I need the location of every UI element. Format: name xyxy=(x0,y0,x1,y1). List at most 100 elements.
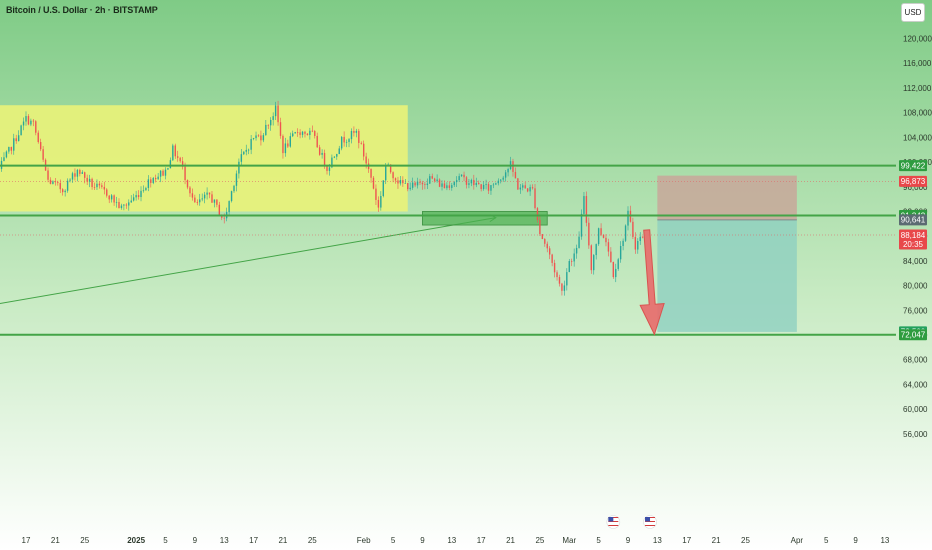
candle-down xyxy=(74,173,76,177)
candle-up xyxy=(245,149,247,152)
candle-down xyxy=(588,222,590,246)
time-tick-label: 5 xyxy=(391,536,396,545)
candle-up xyxy=(130,200,132,203)
candle-down xyxy=(571,261,573,262)
candle-down xyxy=(480,184,482,190)
time-tick-label: 17 xyxy=(22,536,31,545)
candle-up xyxy=(284,143,287,154)
candle-up xyxy=(199,199,201,203)
candle-up xyxy=(128,202,130,206)
price-badge-bg xyxy=(899,175,927,187)
time-tick-label: 21 xyxy=(712,536,721,545)
candle-up xyxy=(252,138,255,139)
price-tick-label: 76,000 xyxy=(903,306,928,315)
time-tick-label: 21 xyxy=(278,536,287,545)
candle-up xyxy=(382,180,384,197)
candle-up xyxy=(159,170,162,177)
candle-down xyxy=(223,217,225,219)
bearish-arrow[interactable] xyxy=(639,229,665,336)
price-label-layer: 99,42296,87391,34290,64188,18420:3572,50… xyxy=(899,160,927,341)
us-flag-icon[interactable] xyxy=(606,515,621,529)
candle-up xyxy=(157,176,159,180)
candle-up xyxy=(580,213,583,237)
time-tick-label: 5 xyxy=(824,536,829,545)
flag-canton xyxy=(645,517,651,522)
candle-down xyxy=(641,236,644,238)
candle-up xyxy=(294,132,296,134)
candle-down xyxy=(463,174,465,178)
retest-zone[interactable] xyxy=(422,211,548,226)
take-profit-zone[interactable] xyxy=(657,219,797,332)
candle-up xyxy=(617,259,619,269)
candle-down xyxy=(438,179,441,187)
candle-down xyxy=(118,201,120,209)
candle-up xyxy=(426,183,429,185)
candle-up xyxy=(502,177,504,180)
candle-down xyxy=(189,187,191,194)
candle-up xyxy=(22,121,25,126)
time-tick-label: Feb xyxy=(357,536,371,545)
time-axis[interactable]: 17 21 25 2025 5 9 13 17 21 25 Feb 5 9 13 17 21 25 Mar 5 9 13… xyxy=(22,536,890,545)
candle-down xyxy=(39,142,42,150)
candle-down xyxy=(585,196,588,223)
price-tick-label: 84,000 xyxy=(903,257,928,266)
candle-down xyxy=(218,204,221,216)
candle-up xyxy=(123,204,125,206)
stop-loss-zone[interactable] xyxy=(657,175,797,220)
trendline[interactable] xyxy=(0,217,496,305)
candle-up xyxy=(637,241,639,250)
candle-up xyxy=(71,173,74,180)
range-box[interactable] xyxy=(0,105,408,212)
candle-up xyxy=(597,228,600,245)
candle-down xyxy=(93,187,96,188)
candle-down xyxy=(186,180,189,188)
time-tick-label: 5 xyxy=(163,536,168,545)
candle-up xyxy=(25,116,27,122)
currency-button[interactable]: USD xyxy=(901,3,925,22)
price-tick-label: 56,000 xyxy=(903,430,928,439)
candle-up xyxy=(147,179,150,188)
candle-up xyxy=(76,169,79,177)
candle-up xyxy=(110,195,113,200)
price-badge-countdown: 20:35 xyxy=(903,240,924,249)
symbol-title: Bitcoin / U.S. Dollar · 2h · BITSTAMP xyxy=(6,5,158,15)
candle-up xyxy=(64,190,66,193)
candle-down xyxy=(370,169,372,178)
candle-down xyxy=(536,208,539,220)
us-flag-icon[interactable] xyxy=(643,515,657,529)
candle-down xyxy=(602,234,605,238)
candle-down xyxy=(103,186,106,190)
candles-layer xyxy=(0,100,644,296)
candle-down xyxy=(154,177,157,180)
candle-up xyxy=(595,244,597,256)
price-tick-label: 104,000 xyxy=(903,133,932,142)
candle-up xyxy=(20,125,22,136)
candle-down xyxy=(531,187,534,189)
candle-up xyxy=(228,201,230,213)
candle-down xyxy=(551,254,553,263)
candle-up xyxy=(504,172,507,178)
candle-down xyxy=(402,180,404,184)
price-badge-text: 99,422 xyxy=(901,161,926,170)
candle-up xyxy=(340,136,343,149)
candle-up xyxy=(622,240,624,247)
candle-down xyxy=(32,120,35,122)
candle-up xyxy=(355,130,358,133)
candle-down xyxy=(15,138,17,142)
price-tick-label: 60,000 xyxy=(903,405,928,414)
time-tick-label: 9 xyxy=(626,536,631,545)
flag-stripe xyxy=(645,525,656,526)
candle-down xyxy=(419,181,421,183)
candle-down xyxy=(101,185,103,187)
candle-up xyxy=(115,201,118,203)
candle-up xyxy=(233,185,235,192)
time-tick-label: 13 xyxy=(447,536,456,545)
price-badge: 96,873 xyxy=(899,175,927,187)
candle-down xyxy=(553,262,556,273)
candle-up xyxy=(247,149,250,151)
candle-up xyxy=(140,190,142,198)
candle-up xyxy=(460,174,463,177)
candle-up xyxy=(164,169,167,176)
